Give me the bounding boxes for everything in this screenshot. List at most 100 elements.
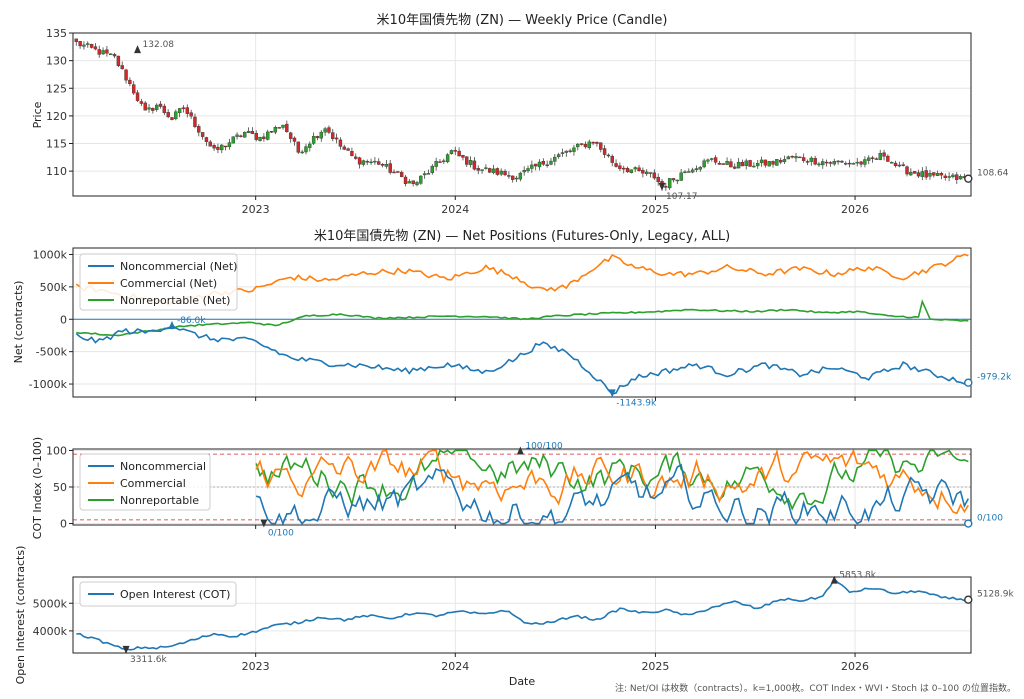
candle-body [128,79,132,84]
x-tick-label: 2025 [641,203,669,216]
candle-body [197,126,201,133]
candle-body [269,131,274,133]
candle-body [223,145,228,148]
candle-body [354,156,358,159]
candle-body [258,137,262,141]
legend-label-open-interest: Open Interest (COT) [120,588,230,601]
candle-body [415,182,419,186]
low-marker [608,389,616,398]
price-title: 米10年国債先物 (ZN) — Weekly Price (Candle) [377,13,668,28]
candle-body [886,155,890,162]
candle-body [147,107,151,110]
candle-body [863,159,867,165]
candle-body [916,172,921,177]
price-axes-frame [72,32,972,197]
candle-body [652,172,657,179]
candle-body [97,49,101,55]
high-annotation: 5853.8k [839,571,876,581]
legend-label-commercial: Commercial [120,477,186,490]
last-marker [964,519,973,528]
candle-body [591,141,595,144]
y-tick-label: -500k [36,346,68,359]
low-marker [658,182,666,191]
candle-body [951,174,955,178]
cot-panel: COT Index (0–100) 0 50 100 100/100 0/100 0/1… [31,437,1003,539]
candle-body [702,160,706,168]
candle-body [679,172,683,181]
candle-body [480,169,484,171]
candle-body [713,157,718,163]
candle-body [419,175,423,184]
x-tick-label: 2024 [441,203,469,216]
y-tick-label: 130 [46,55,67,68]
candle-body [840,160,844,163]
candle-body [518,172,523,180]
candle-body [790,155,794,158]
candle-body [805,161,810,163]
high-annotation: -86.0k [177,316,206,326]
net-legend: Noncommercial (Net) Commercial (Net) Non… [79,253,238,311]
candle-body [556,154,561,158]
candle-body [246,130,251,133]
y-tick-label: 0 [60,313,67,326]
candle-body [86,43,90,45]
candle-body [844,163,848,165]
x-tick-label: 2026 [841,660,869,673]
candle-body [595,141,599,144]
candle-body [572,147,576,152]
candle-body [392,171,396,174]
candle-body [939,172,944,176]
candle-body [641,169,645,174]
candle-body [120,65,124,70]
candle-body [430,165,435,173]
candle-body [759,159,764,164]
candle-body [514,177,519,180]
candle-body [181,107,186,109]
candle-body [618,165,622,169]
candle-body [488,168,492,173]
candle-body [311,136,316,144]
candle-body [254,133,258,140]
candle-body [943,175,947,179]
candle-body [614,163,618,167]
candle-body [308,143,312,148]
candle-body [407,181,412,184]
legend-label-noncommercial-net: Noncommercial (Net) [120,260,237,273]
candle-body [706,159,710,162]
candle-body [495,168,500,175]
oi-legend: Open Interest (COT) [79,581,237,607]
candle-body [139,101,144,104]
low-annotation: 0/100 [268,529,294,539]
candle-body [736,161,741,169]
high-annotation: 132.08 [143,40,175,50]
high-marker [830,575,838,584]
candle-body [89,44,94,48]
candle-body [560,152,565,154]
candle-body [82,44,86,47]
last-value-annotation: 108.64 [977,169,1009,179]
candle-body [174,111,178,120]
candle-body [687,171,691,173]
candle-body [193,116,197,127]
candle-body [867,157,871,161]
x-tick-label: 2025 [641,660,669,673]
candle-body [671,178,676,181]
candle-body [361,160,366,165]
candle-body [277,127,281,129]
candle-body [334,137,339,140]
net-axes-frame [72,247,972,398]
candle-body [491,168,496,173]
candle-body [625,168,630,173]
candle-body [227,142,232,148]
oi-ylabel: Open Interest (contracts) [14,546,27,685]
cot-legend: Noncommercial Commercial Nonreportable [79,453,211,511]
legend-label-nonreportable: Nonreportable [120,494,199,507]
x-tick-label: 2023 [242,203,270,216]
candle-body [105,49,109,54]
candle-body [109,53,113,56]
candle-body [204,137,209,142]
candle-body [710,158,714,160]
candle-body [403,176,408,184]
candle-body [338,139,343,147]
y-tick-label: 115 [46,138,67,151]
